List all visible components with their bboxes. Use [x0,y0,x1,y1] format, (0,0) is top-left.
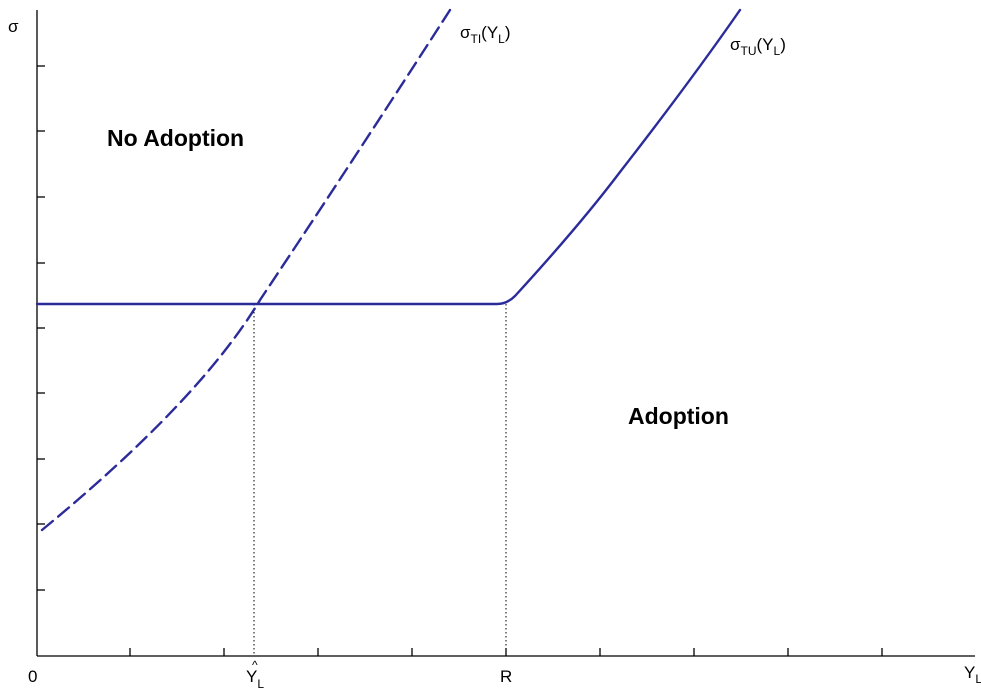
x-axis-ticks [129,648,883,656]
sigma-ti-arg-sub: L [498,32,505,46]
adoption-region-label: Adoption [628,403,729,429]
sigma-ti-label: σTI(YL) [460,23,511,46]
y-hat-accent: ^ [252,658,258,672]
y-axis-label: σ [8,17,19,36]
sigma-ti-arg-close: ) [505,23,511,42]
y-axis-ticks [37,65,45,591]
sigma-ti-curve [40,8,452,532]
y-hat-label: YL [246,667,264,691]
sigma-tu-arg-sub: L [774,44,781,58]
y-hat-label-main: Y [246,667,257,686]
sigma-tu-arg-close: ) [780,35,786,54]
sigma-tu-curve [35,8,742,306]
sigma-ti-main: σ [460,23,471,42]
x-axis-label-main: Y [964,663,975,682]
origin-label: 0 [28,667,37,686]
sigma-ti-arg-open: (Y [481,23,498,42]
r-label: R [500,667,512,686]
x-axis-label-sub: L [975,672,981,686]
sigma-tu-sub: TU [741,44,757,58]
sigma-tu-arg-open: (Y [757,35,774,54]
sigma-tu-main: σ [730,35,741,54]
sigma-ti-sub: TI [471,32,482,46]
y-hat-label-sub: L [257,677,264,691]
x-axis-label: YL [964,663,981,686]
no-adoption-region-label: No Adoption [107,125,244,151]
sigma-tu-label: σTU(YL) [730,35,786,58]
